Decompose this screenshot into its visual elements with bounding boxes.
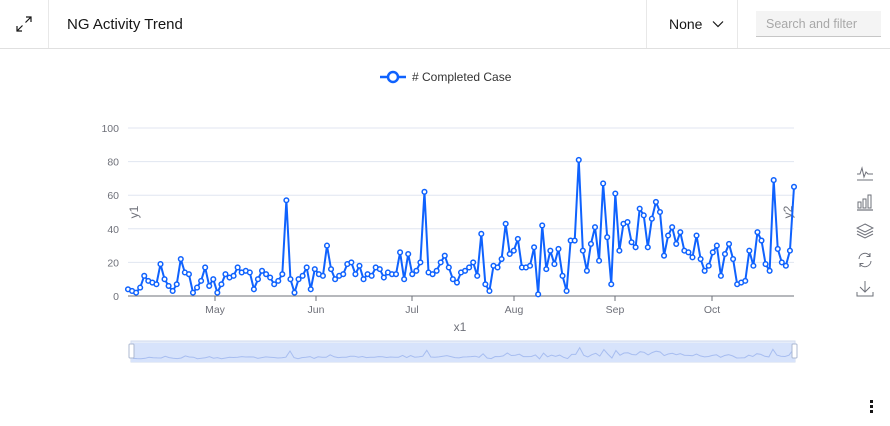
svg-text:Jun: Jun [308,304,325,316]
expand-icon [16,16,32,32]
svg-text:Jul: Jul [405,304,418,316]
switch-to-bar-button[interactable] [852,187,878,216]
svg-text:0: 0 [113,291,119,303]
chart-title: NG Activity Trend [67,15,183,33]
data-zoom-handle-right[interactable] [791,343,798,359]
svg-text:20: 20 [107,257,119,269]
svg-text:Oct: Oct [704,304,720,316]
expand-button[interactable] [0,0,49,48]
legend-item-completed-case[interactable]: # Completed Case [380,70,511,84]
svg-text:80: 80 [107,157,119,169]
bar-chart-icon [857,194,873,211]
data-zoom-slider[interactable] [128,340,798,363]
dropdown-selected-value: None [669,16,703,32]
switch-to-line-button[interactable] [852,158,878,187]
download-icon [856,280,874,296]
y-grid [128,127,794,263]
legend-line-circle-icon [380,70,406,84]
group-by-dropdown[interactable]: None [646,0,738,48]
chevron-down-icon [713,21,724,28]
series-completed-case[interactable] [124,156,798,298]
line-chart-icon [857,165,873,180]
x-axis-ticks: May Jun Jul Aug Sep Oct [205,296,720,316]
svg-text:40: 40 [107,224,119,236]
svg-text:May: May [205,304,226,316]
restore-button[interactable] [852,245,878,274]
data-zoom-handle-left[interactable] [128,343,135,359]
chart-toolbox [852,158,878,303]
stack-icon [856,222,874,239]
svg-text:Aug: Aug [505,304,524,316]
overflow-menu-vertical-icon [869,399,873,403]
overflow-menu-dot [869,409,873,413]
legend-label: # Completed Case [412,70,512,84]
svg-text:100: 100 [101,123,119,135]
chart-header: NG Activity Trend [0,0,890,49]
data-zoom-preview [132,346,794,360]
restore-icon [858,252,872,267]
overflow-menu-dot [869,404,873,408]
y1-axis-name: y1 [127,205,141,218]
data-zoom-selection[interactable] [131,343,795,362]
x-axis-name: x1 [454,320,467,334]
stack-button[interactable] [852,216,878,245]
download-button[interactable] [852,274,878,303]
y-axis-ticks: 0 20 40 60 80 100 [101,123,119,303]
svg-text:60: 60 [107,190,119,202]
overflow-menu-button[interactable] [864,396,878,416]
search-input[interactable] [756,11,881,37]
svg-text:Sep: Sep [606,304,625,316]
